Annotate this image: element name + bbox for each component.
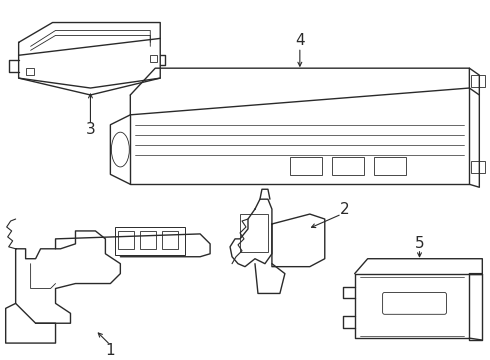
Bar — [150, 55, 157, 62]
Text: 5: 5 — [415, 236, 424, 251]
Text: 4: 4 — [295, 33, 305, 48]
Bar — [162, 231, 178, 249]
Bar — [374, 157, 406, 175]
Text: 1: 1 — [105, 342, 115, 357]
Bar — [140, 231, 156, 249]
Bar — [115, 227, 185, 255]
Bar — [240, 214, 268, 252]
Text: 2: 2 — [340, 202, 349, 217]
Bar — [25, 68, 34, 75]
Bar — [471, 162, 485, 174]
Bar — [119, 231, 134, 249]
Bar — [471, 75, 485, 87]
Bar — [290, 157, 322, 175]
Bar — [332, 157, 364, 175]
Text: 3: 3 — [86, 122, 96, 137]
